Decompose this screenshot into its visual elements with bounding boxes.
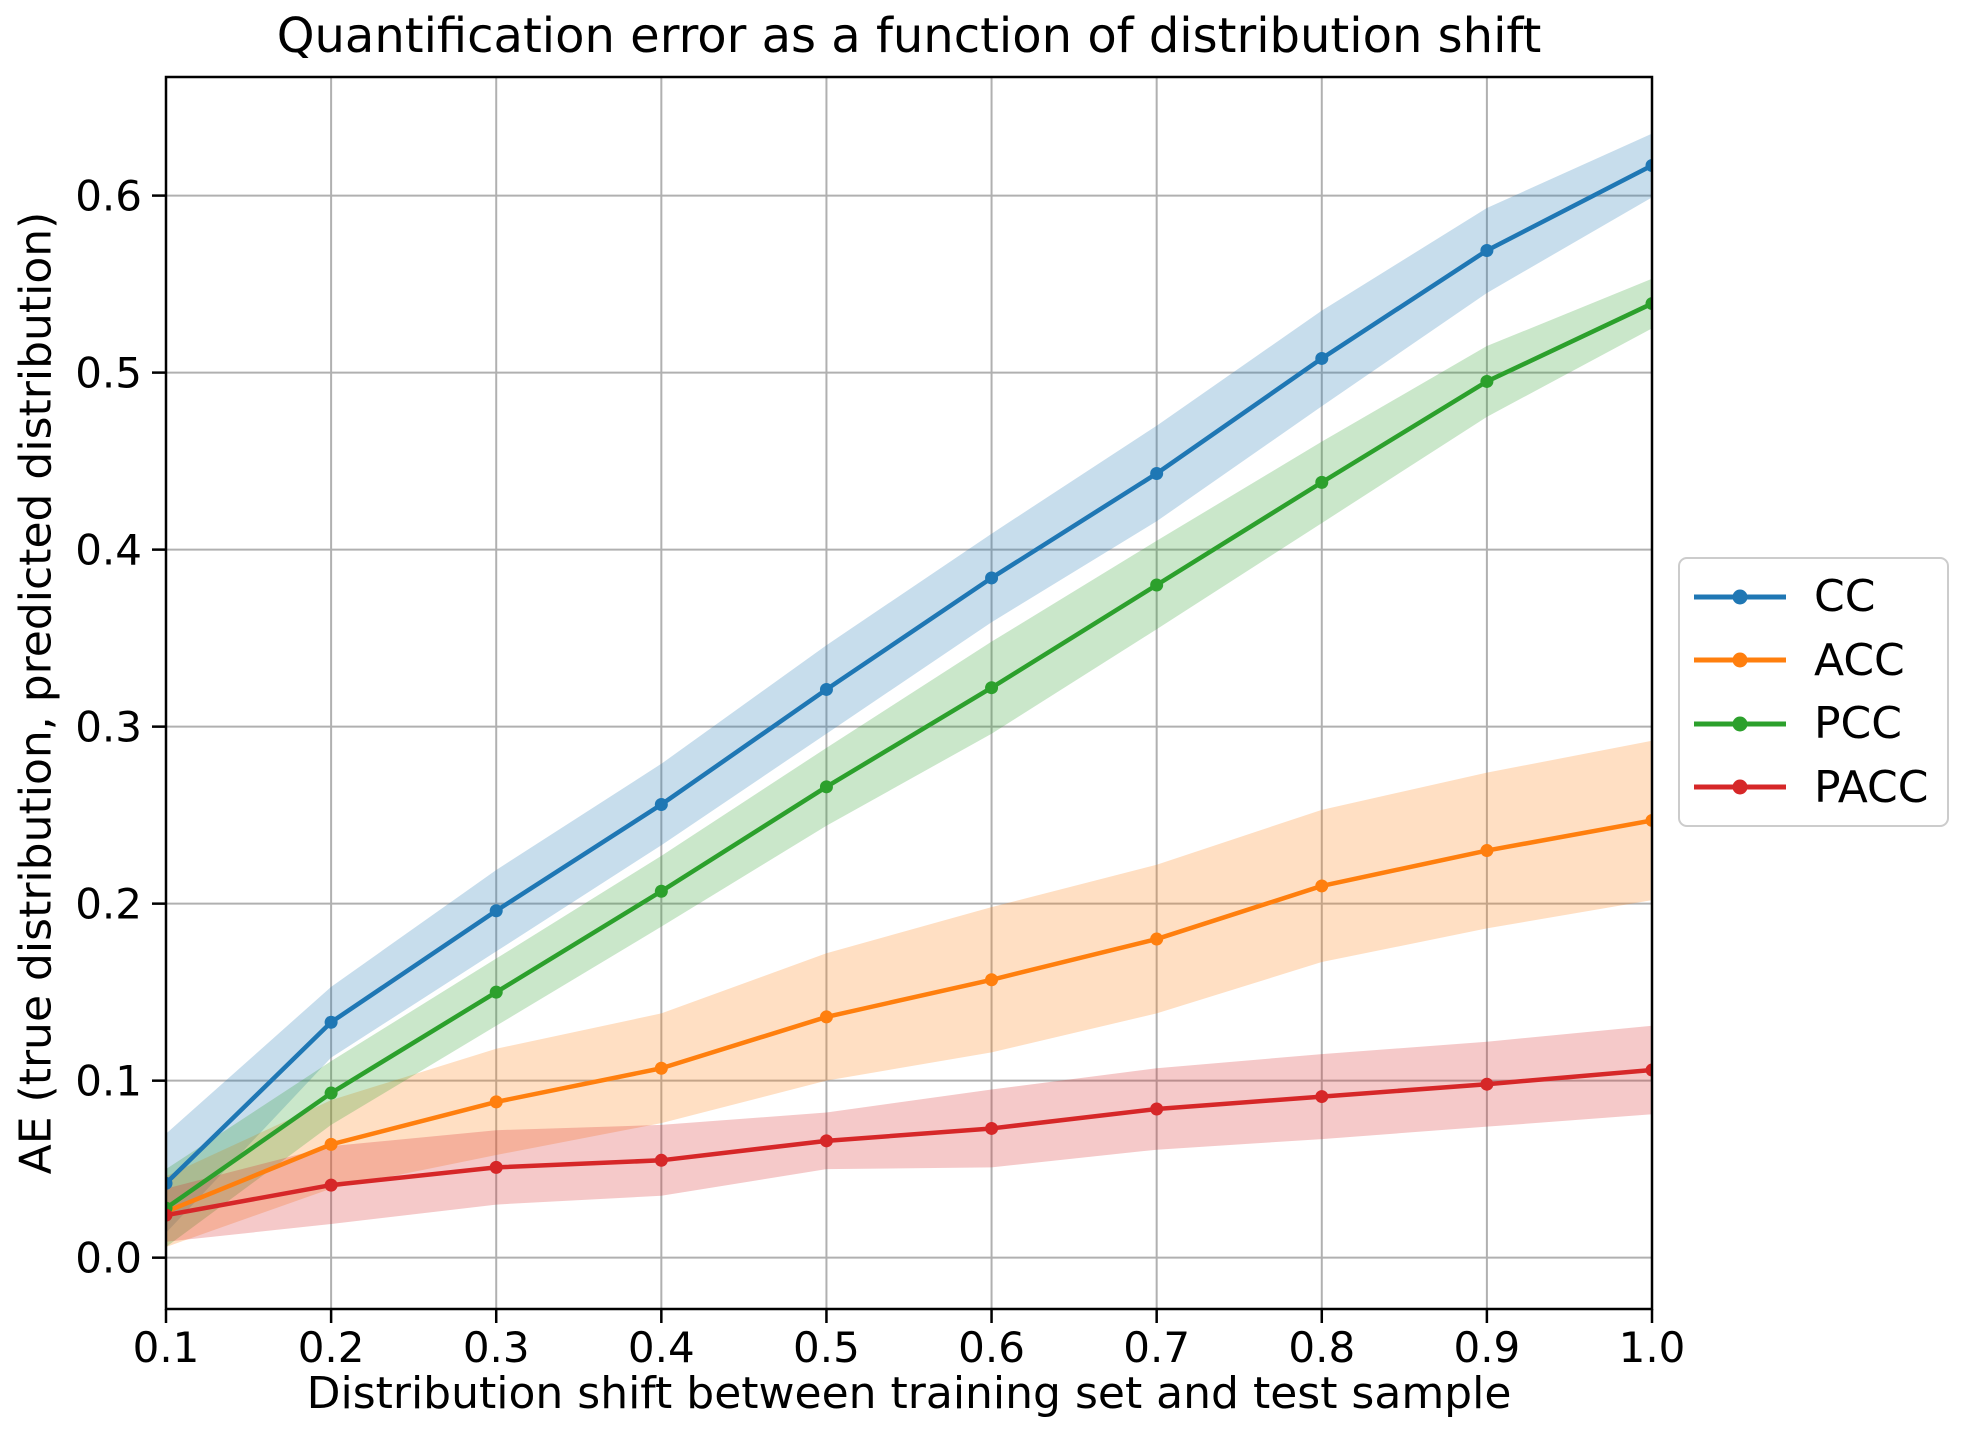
- axis-ticks: 0.1 0.2 0.3 0.4 0.5 0.6 0.7 0.8 0.9 1.0 0.0 0.1 0.2 0…: [75, 172, 1685, 1372]
- confidence-band-pcc: [166, 278, 1652, 1248]
- data-point-pcc: [489, 985, 503, 999]
- data-point-pacc: [1645, 1063, 1652, 1077]
- data-point-cc: [1480, 243, 1494, 257]
- data-point-acc: [1480, 844, 1494, 858]
- data-point-cc: [985, 571, 999, 585]
- legend-marker-pcc: [1694, 716, 1786, 732]
- data-point-acc: [819, 1010, 833, 1024]
- data-point-pacc: [654, 1153, 668, 1167]
- x-tick-label: 0.5: [793, 1323, 860, 1372]
- data-point-acc: [324, 1137, 338, 1151]
- data-point-cc: [1315, 351, 1329, 365]
- x-tick-label: 0.8: [1288, 1323, 1355, 1372]
- data-point-pacc: [489, 1160, 503, 1174]
- data-point-pacc: [324, 1178, 338, 1192]
- data-point-pacc: [166, 1208, 173, 1222]
- x-tick-label: 0.4: [628, 1323, 695, 1372]
- y-tick-label: 0.0: [75, 1234, 142, 1283]
- legend-marker-pacc: [1694, 779, 1786, 795]
- y-tick-label: 0.2: [75, 880, 142, 929]
- data-point-acc: [1150, 932, 1164, 946]
- legend-marker-acc: [1694, 652, 1786, 668]
- data-point-pcc: [324, 1086, 338, 1100]
- data-point-pacc: [985, 1121, 999, 1135]
- x-tick-label: 0.9: [1453, 1323, 1520, 1372]
- data-point-acc: [654, 1061, 668, 1075]
- y-tick-label: 0.5: [75, 349, 142, 398]
- legend-entry-pcc: PCC: [1692, 698, 1947, 749]
- data-point-pacc: [1480, 1077, 1494, 1091]
- series-line-acc: [166, 818, 1652, 1214]
- legend-entry-pacc: PACC: [1692, 762, 1947, 813]
- data-point-cc: [1645, 159, 1652, 173]
- data-point-pcc: [1645, 297, 1652, 311]
- y-tick-label: 0.4: [75, 526, 142, 575]
- series-line-pcc: [166, 301, 1652, 1211]
- data-point-cc: [489, 904, 503, 918]
- data-point-acc: [1645, 813, 1652, 827]
- x-tick-label: 1.0: [1619, 1323, 1686, 1372]
- x-tick-label: 0.1: [133, 1323, 200, 1372]
- legend-label: CC: [1814, 571, 1876, 623]
- legend-label: ACC: [1814, 634, 1905, 686]
- data-point-pcc: [1480, 374, 1494, 388]
- legend-marker-cc: [1694, 589, 1786, 605]
- x-axis-label: Distribution shift between training set …: [306, 1368, 1512, 1419]
- legend-label: PCC: [1814, 698, 1902, 750]
- plot-series-group: [166, 133, 1652, 1248]
- data-point-cc: [324, 1015, 338, 1029]
- data-point-acc: [985, 973, 999, 987]
- data-point-pacc: [819, 1134, 833, 1148]
- data-point-acc: [1315, 879, 1329, 893]
- confidence-band-acc: [166, 740, 1652, 1248]
- legend-entry-acc: ACC: [1692, 635, 1947, 686]
- data-point-acc: [489, 1095, 503, 1109]
- data-point-pcc: [985, 681, 999, 695]
- y-tick-label: 0.6: [75, 172, 142, 221]
- x-tick-label: 0.3: [463, 1323, 530, 1372]
- x-tick-label: 0.6: [958, 1323, 1025, 1372]
- axes-spines: [164, 75, 1654, 1311]
- y-axis-label: AE (true distribution, predicted distrib…: [10, 211, 62, 1175]
- legend-entry-cc: CC: [1692, 571, 1947, 622]
- data-point-cc: [819, 682, 833, 696]
- data-point-cc: [654, 798, 668, 812]
- x-tick-label: 0.2: [298, 1323, 365, 1372]
- data-point-pcc: [1150, 578, 1164, 592]
- series-line-pacc: [166, 1067, 1652, 1218]
- y-tick-label: 0.1: [75, 1057, 142, 1106]
- data-point-pcc: [1315, 475, 1329, 489]
- data-point-pacc: [1150, 1102, 1164, 1116]
- chart-title: Quantification error as a function of di…: [276, 8, 1542, 64]
- series-line-cc: [166, 163, 1652, 1186]
- data-point-pacc: [1315, 1090, 1329, 1104]
- legend-label: PACC: [1814, 761, 1929, 813]
- legend: CC ACC PCC PACC: [1678, 557, 1949, 827]
- data-point-cc: [166, 1176, 173, 1190]
- confidence-band-cc: [166, 133, 1652, 1233]
- y-tick-label: 0.3: [75, 703, 142, 752]
- data-point-pcc: [654, 884, 668, 898]
- data-point-cc: [1150, 467, 1164, 481]
- x-tick-label: 0.7: [1123, 1323, 1190, 1372]
- data-point-pcc: [819, 780, 833, 794]
